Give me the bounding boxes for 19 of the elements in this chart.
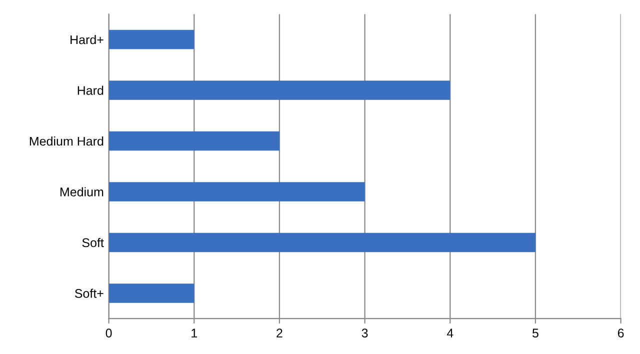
y-tick-label: Medium Hard (30, 136, 104, 146)
x-tick-label: 5 (532, 328, 538, 338)
bar (108, 284, 194, 303)
y-tick-label: Soft+ (74, 288, 104, 298)
bar (108, 80, 450, 100)
x-tick-label: 4 (446, 328, 454, 338)
x-tick-label: 0 (106, 328, 112, 338)
y-tick-label: Hard (78, 86, 104, 95)
x-tick-label: 3 (362, 328, 368, 338)
bar (108, 131, 280, 151)
x-tick-label: 2 (276, 328, 282, 338)
y-tick-label: Medium (60, 187, 104, 196)
y-tick-label: Hard+ (70, 35, 104, 44)
bar (108, 30, 194, 50)
bar (108, 182, 365, 202)
bar (108, 232, 536, 252)
x-tick-label: 1 (192, 328, 197, 338)
x-tick-label: 6 (618, 328, 624, 338)
y-tick-label: Soft (82, 238, 104, 248)
